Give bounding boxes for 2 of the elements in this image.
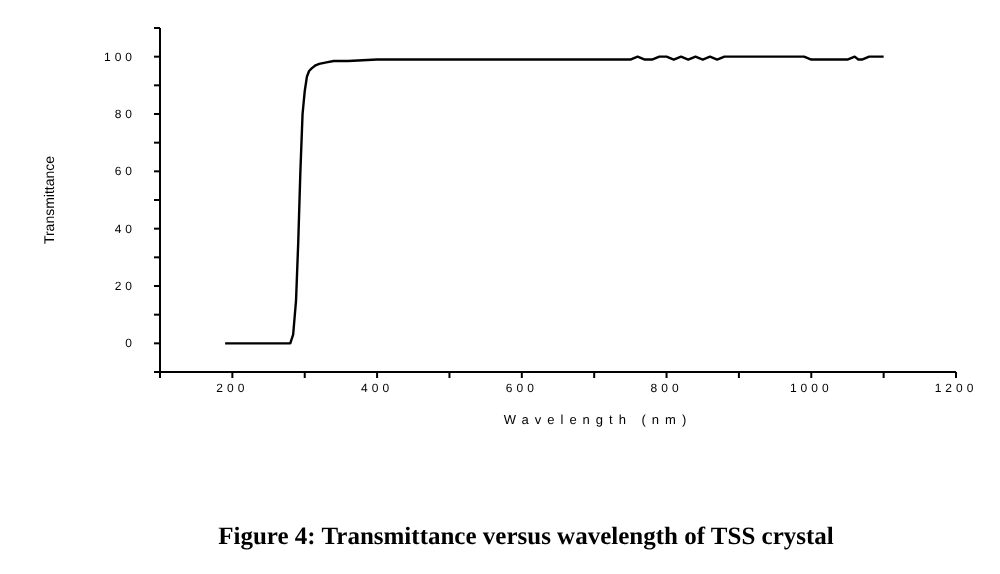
text: Figure 4: Transmittance versus wavelength of TSS crystal [218,522,835,550]
line-series [223,55,885,345]
